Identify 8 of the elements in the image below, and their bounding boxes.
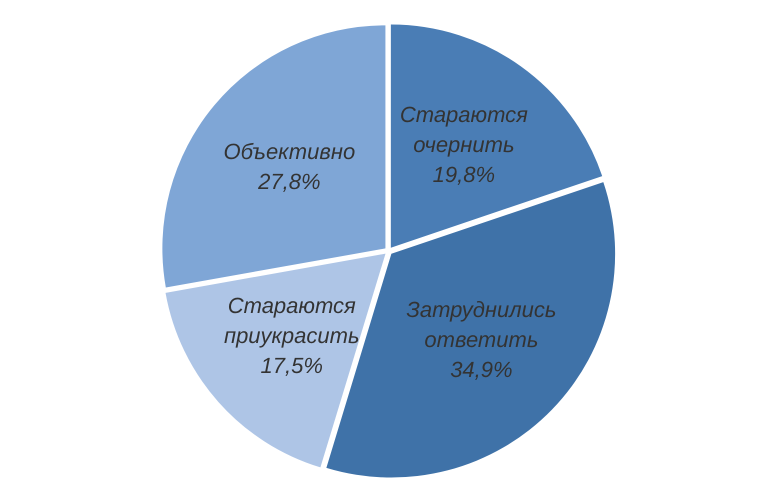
slice-label: Стараются приукрасить xyxy=(224,292,360,348)
data-label: 19,8% xyxy=(432,162,496,188)
data-label: 34,9% xyxy=(450,357,513,382)
data-label: 27,8% xyxy=(257,169,321,194)
slice-label: Объективно xyxy=(224,139,356,164)
slice-label: Затруднились ответить xyxy=(406,297,556,352)
slice-label: Стараются очернить xyxy=(400,102,528,158)
data-label: 17,5% xyxy=(260,352,323,378)
